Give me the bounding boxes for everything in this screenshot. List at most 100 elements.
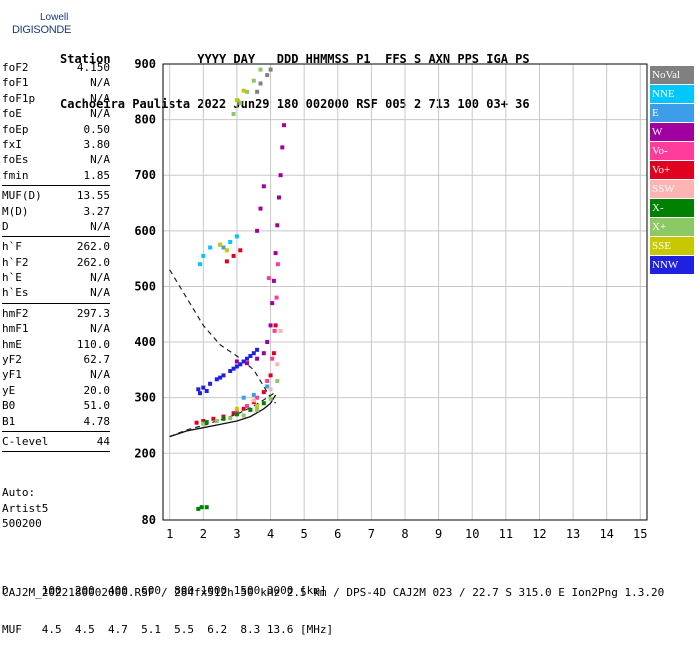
y-tick-label: 300 [134,391,156,405]
muf-value-row: MUF 4.5 4.5 4.7 5.1 5.5 6.2 8.3 13.6 [MH… [2,623,334,636]
param-separator [2,302,110,304]
echo-point [245,356,249,361]
echo-point [241,413,246,418]
y-tick-label: 200 [134,446,156,460]
param-value: 4.150 [76,61,110,74]
echo-point [238,362,243,367]
x-tick-label: 4 [267,527,274,541]
echo-point [234,406,239,411]
param-name: B0 [2,399,16,413]
muf-distance-row: D 100 200 400 600 800 1000 1500 3000 [km… [2,584,327,597]
echo-point [274,295,279,300]
echo-point [199,505,204,510]
param-value: 297.3 [76,306,110,320]
x-tick-label: 6 [334,527,341,541]
param-name: M(D) [2,204,29,218]
param-row: foEp 0.50 [2,122,110,137]
x-tick-label: 10 [465,527,479,541]
echo-point [255,404,260,408]
param-row: MUF(D) 13.55 [2,188,110,203]
dashed-lower-curve [169,391,276,438]
legend-item: X- [650,199,694,217]
echo-point [228,240,233,244]
echo-point [208,245,213,250]
echo-point [258,206,263,211]
echo-point [278,173,283,178]
echo-point [234,234,239,239]
echo-point [270,356,275,361]
echo-point [241,88,246,93]
echo-point [221,373,226,378]
param-name: h`F [2,240,22,254]
echo-point [265,379,270,383]
param-name: foF1 [2,76,29,90]
echo-point [261,401,266,406]
param-row: h`F2 262.0 [2,255,110,270]
echo-point [275,379,280,383]
param-row: M(D) 3.27 [2,204,110,219]
echo-point [273,251,278,256]
echo-point [255,228,260,233]
param-value: 44 [96,434,110,448]
param-name: h`Es [2,286,29,300]
param-row: foE N/A [2,106,110,121]
param-value: 3.27 [83,204,111,218]
x-tick-label: 1 [166,527,173,541]
echo-point [268,387,273,392]
param-name: hmE [2,337,22,351]
param-value: 3.80 [83,137,111,151]
param-separator [2,236,110,238]
echo-point [234,409,239,414]
echo-point [214,419,219,423]
echo-point [218,242,223,247]
y-tick-label: 400 [134,335,156,349]
x-tick-label: 8 [401,527,408,541]
param-row: B1 4.78 [2,414,110,429]
param-row: foEs N/A [2,152,110,167]
legend-item: Vo+ [650,161,694,179]
param-name: h`F2 [2,255,29,269]
auto-version: 500200 [2,517,42,530]
x-tick-label: 5 [301,527,308,541]
echo-point [265,73,270,78]
echo-point [255,89,260,94]
echo-point [201,419,206,423]
electron-density-profile [169,394,277,438]
param-value: 1.85 [83,168,111,182]
x-tick-label: 11 [499,527,513,541]
param-value: N/A [90,322,110,336]
echo-point [231,366,236,371]
echo-point [224,259,229,264]
param-name: hmF2 [2,306,29,320]
param-value: N/A [90,286,110,300]
echo-point [218,375,223,380]
echo-point [234,359,239,364]
echo-point [221,245,226,250]
param-row: B0 51.0 [2,398,110,413]
echo-point [245,361,249,366]
echo-point [245,89,249,94]
echo-point [241,359,246,364]
param-row: yF1 N/A [2,367,110,382]
echo-point [261,390,266,395]
param-row: h`E N/A [2,270,110,285]
y-tick-label: 500 [134,279,156,293]
param-row: hmE 110.0 [2,337,110,352]
param-name: foE [2,107,22,121]
param-name: hmF1 [2,322,29,336]
param-value: N/A [90,91,110,105]
echo-point [275,362,280,367]
param-name: yF2 [2,353,22,367]
echo-point [261,351,266,356]
legend-item: W [650,123,694,141]
param-name: fxI [2,137,22,151]
echo-point [198,391,202,396]
param-name: foF1p [2,91,36,105]
footer-file-info: CAJ2M_2022180002000.RSF / 284fx512h 50 k… [2,586,665,599]
param-row: C-level 44 [2,434,110,449]
echo-point [268,396,273,401]
param-value: 262.0 [76,255,110,269]
dashed-muf-curve [169,269,277,404]
echo-point [268,373,273,378]
echo-point [234,98,239,103]
